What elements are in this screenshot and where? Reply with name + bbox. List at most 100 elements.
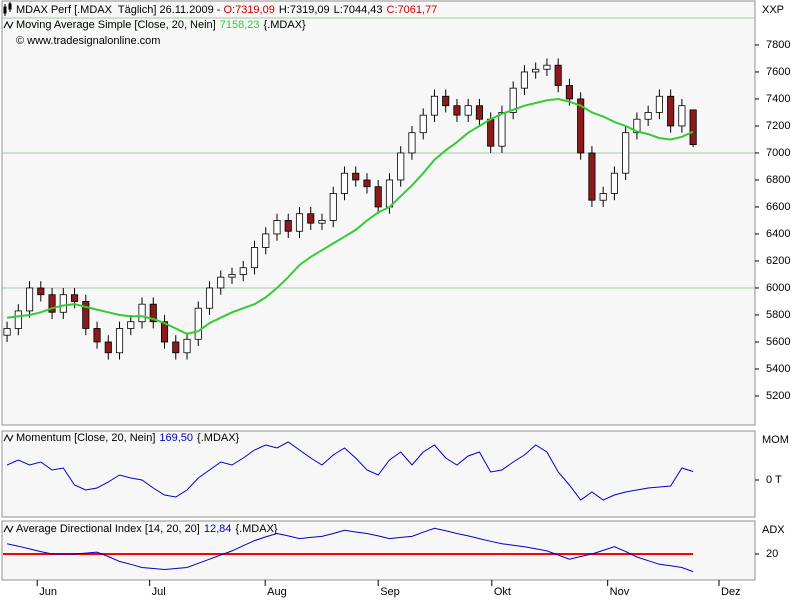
- header-icon: [3, 2, 12, 16]
- y-tick-label: 6800: [766, 174, 790, 186]
- candle-body: [205, 287, 214, 309]
- candle-body: [543, 64, 551, 70]
- candle-body: [610, 172, 618, 194]
- candle-body: [307, 213, 315, 224]
- candle-body: [689, 109, 697, 146]
- y-tick-label: 7600: [766, 66, 790, 78]
- candle-body: [3, 328, 11, 336]
- candle-body: [329, 193, 337, 221]
- candle-body: [183, 338, 191, 354]
- ohlc-label: C:7061,77: [387, 4, 438, 16]
- y-tick-label: 7800: [766, 39, 790, 51]
- x-tick-label: Dez: [721, 586, 741, 598]
- candle-body: [172, 341, 180, 354]
- x-tick-label: Aug: [267, 586, 287, 598]
- series-line: [6, 97, 694, 335]
- candle-body: [340, 172, 349, 194]
- candle-body: [239, 267, 247, 275]
- candle-body: [419, 114, 427, 134]
- header: MDAX Perf [.MDAX Täglich] 26.11.2009 - O…: [16, 4, 437, 16]
- legend-icon: [3, 524, 14, 534]
- candle-body: [363, 179, 371, 188]
- legend-value: 12,84: [204, 523, 232, 535]
- y-tick-label: 5400: [766, 363, 790, 375]
- candle-body: [14, 310, 22, 329]
- candle-body: [678, 105, 686, 127]
- candle-body: [622, 132, 630, 174]
- y-tick-label: 0 T: [766, 474, 782, 486]
- x-tick-label: Jul: [152, 586, 166, 598]
- candle-body: [217, 276, 225, 289]
- candle-body: [37, 287, 45, 296]
- header-title: MDAX Perf [.MDAX Täglich] 26.11.2009 -: [16, 4, 223, 16]
- candle-body: [48, 294, 56, 313]
- y-tick-label: 6200: [766, 255, 790, 267]
- candle-body: [284, 220, 292, 232]
- x-tick-label: Jun: [39, 586, 57, 598]
- ohlc-label: H:7319,09: [279, 4, 330, 16]
- candle-body: [520, 71, 528, 89]
- candle-body: [138, 303, 146, 323]
- legend-name: Moving Average Simple [Close, 20, Nein]: [16, 19, 216, 31]
- legend-value: 7158,23: [220, 19, 260, 31]
- legend-source: {.MDAX}: [197, 432, 240, 444]
- candle-body: [487, 118, 495, 147]
- legend: Momentum [Close, 20, Nein] 169,50 {.MDAX}: [16, 432, 240, 444]
- candle-body: [408, 132, 416, 154]
- candle-body: [26, 287, 34, 312]
- y-tick-label: 6000: [766, 282, 790, 294]
- x-tick-label: Nov: [610, 586, 630, 598]
- candle-body: [577, 98, 585, 154]
- candle-body: [70, 294, 79, 302]
- y-tick-label: 7000: [766, 147, 790, 159]
- series-line: [6, 441, 694, 501]
- legend: Moving Average Simple [Close, 20, Nein] 7…: [16, 19, 306, 31]
- candle-body: [194, 307, 202, 340]
- y-tick-label: 7200: [766, 120, 790, 132]
- legend-name: Average Directional Index [14, 20, 20]: [16, 523, 200, 535]
- candle-body: [498, 112, 506, 147]
- y-tick-label: 6400: [766, 228, 790, 240]
- x-tick-label: Sep: [380, 586, 400, 598]
- scale-label: MOM: [762, 434, 789, 446]
- candle-body: [667, 95, 675, 127]
- candle-body: [633, 118, 641, 134]
- candle-body: [127, 321, 135, 329]
- candle-body: [352, 172, 360, 181]
- candle-body: [430, 95, 439, 116]
- y-tick-label: 5800: [766, 309, 790, 321]
- candle-body: [644, 112, 652, 120]
- legend: Average Directional Index [14, 20, 20] 12…: [16, 523, 278, 535]
- y-tick-label: 5200: [766, 390, 790, 402]
- candle-body: [655, 95, 663, 113]
- ohlc-label: L:7044,43: [334, 4, 383, 16]
- legend-name: Momentum [Close, 20, Nein]: [16, 432, 155, 444]
- candle-body: [588, 152, 596, 201]
- scale-label: XXP: [762, 4, 784, 16]
- candle-body: [82, 301, 90, 329]
- candle-body: [318, 220, 326, 224]
- panel: [1, 520, 756, 581]
- candle-body: [509, 87, 517, 113]
- legend-icon: [3, 20, 14, 30]
- candle-body: [442, 95, 450, 107]
- candle-body: [554, 64, 562, 86]
- candle-body: [599, 193, 607, 201]
- candle-body: [149, 303, 157, 323]
- y-tick-label: 5600: [766, 336, 790, 348]
- candle-body: [385, 179, 394, 208]
- legend-source: {.MDAX}: [235, 523, 278, 535]
- candle-body: [295, 213, 304, 232]
- candle-body: [115, 328, 124, 354]
- y-tick-label: 20: [766, 548, 778, 560]
- candle-body: [532, 68, 540, 73]
- ohlc-label: O:7319,09: [223, 4, 274, 16]
- candle-body: [262, 233, 270, 248]
- candle-body: [475, 105, 483, 120]
- candle-body: [565, 85, 573, 100]
- candle-body: [160, 321, 169, 343]
- candle-body: [397, 152, 405, 181]
- candle-body: [59, 294, 67, 313]
- y-tick-label: 7400: [766, 93, 790, 105]
